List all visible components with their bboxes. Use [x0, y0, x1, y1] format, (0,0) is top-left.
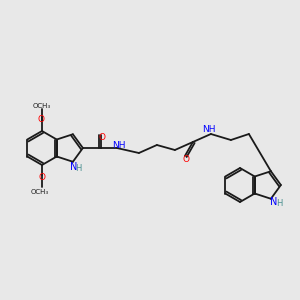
Text: O: O — [98, 134, 105, 142]
Text: OCH₃: OCH₃ — [31, 189, 49, 195]
Text: O: O — [182, 154, 189, 164]
Text: NH: NH — [202, 125, 216, 134]
Text: O: O — [38, 172, 46, 182]
Text: N: N — [270, 197, 278, 207]
Text: OCH₃: OCH₃ — [33, 103, 51, 109]
Text: NH: NH — [112, 140, 126, 149]
Text: H: H — [276, 199, 282, 208]
Text: O: O — [38, 115, 44, 124]
Text: H: H — [75, 164, 81, 173]
Text: N: N — [70, 162, 78, 172]
